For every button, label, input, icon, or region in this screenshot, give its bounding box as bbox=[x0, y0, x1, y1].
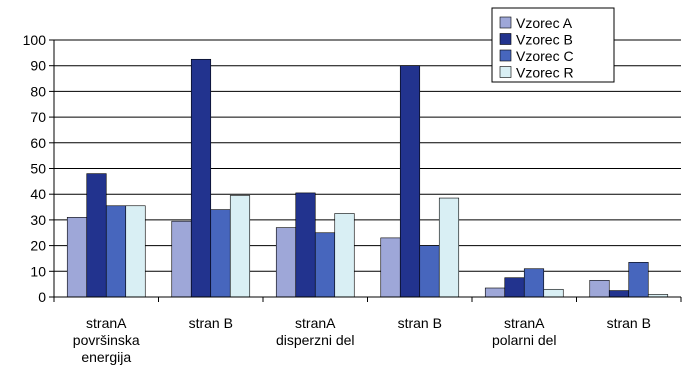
category-label-0-line-2: energija bbox=[81, 349, 131, 365]
bar-vzorec-a-cat-0 bbox=[66, 217, 88, 298]
legend-swatch-vzorec-a bbox=[499, 16, 512, 29]
bar-vzorec-r-cat-2 bbox=[334, 213, 355, 298]
bar-vzorec-c-cat-5 bbox=[628, 262, 649, 298]
y-tick-label-0: 0 bbox=[38, 289, 46, 305]
category-label-3-line-0: stran B bbox=[398, 315, 442, 331]
category-label-0-line-0: stranA bbox=[86, 315, 127, 331]
category-label-2: stranA disperzni del bbox=[276, 315, 355, 348]
bar-vzorec-r-cat-3 bbox=[438, 197, 460, 298]
bar-vzorec-a-cat-3 bbox=[380, 237, 401, 298]
bar-vzorec-c-cat-4 bbox=[523, 268, 545, 298]
legend-label-vzorec-r: Vzorec R bbox=[516, 65, 574, 81]
bar-vzorec-r-cat-1 bbox=[229, 195, 251, 298]
y-tick-label-80: 80 bbox=[30, 83, 46, 99]
y-tick-label-40: 40 bbox=[30, 186, 46, 202]
bar-vzorec-a-cat-4 bbox=[484, 287, 506, 298]
bar-vzorec-b-cat-1 bbox=[190, 58, 212, 298]
bar-vzorec-a-cat-2 bbox=[275, 227, 297, 298]
bar-vzorec-b-cat-2 bbox=[295, 192, 316, 298]
category-label-1: stran B bbox=[189, 315, 233, 331]
y-axis: 0 10 20 30 40 50 60 70 80 90 100 bbox=[23, 32, 55, 305]
category-label-0: stranA površinska energija bbox=[73, 315, 140, 365]
legend-swatch-vzorec-c bbox=[499, 49, 512, 62]
category-label-4-line-1: polarni del bbox=[492, 332, 557, 348]
category-label-2-line-0: stranA bbox=[295, 315, 336, 331]
bar-vzorec-c-cat-2 bbox=[314, 232, 336, 298]
legend-label-vzorec-c: Vzorec C bbox=[516, 48, 574, 64]
y-tick-label-10: 10 bbox=[30, 263, 46, 279]
bar-vzorec-c-cat-0 bbox=[105, 205, 127, 298]
y-tick-label-60: 60 bbox=[30, 135, 46, 151]
category-label-5: stran B bbox=[607, 315, 651, 331]
bar-vzorec-c-cat-3 bbox=[419, 245, 440, 298]
category-label-3: stran B bbox=[398, 315, 442, 331]
bar-vzorec-c-cat-1 bbox=[210, 209, 231, 298]
legend-label-vzorec-a: Vzorec A bbox=[516, 15, 573, 31]
bar-vzorec-r-cat-0 bbox=[125, 205, 146, 298]
bar-vzorec-b-cat-4 bbox=[504, 277, 525, 298]
legend-box bbox=[491, 7, 615, 83]
bar-vzorec-b-cat-3 bbox=[399, 65, 421, 298]
legend-label-vzorec-b: Vzorec B bbox=[516, 32, 573, 48]
category-label-5-line-0: stran B bbox=[607, 315, 651, 331]
category-label-0-line-1: površinska bbox=[73, 332, 140, 348]
y-tick-label-100: 100 bbox=[23, 32, 47, 48]
y-tick-label-70: 70 bbox=[30, 109, 46, 125]
bars bbox=[66, 58, 669, 298]
y-tick-label-30: 30 bbox=[30, 212, 46, 228]
y-tick-label-20: 20 bbox=[30, 238, 46, 254]
y-tick-label-90: 90 bbox=[30, 58, 46, 74]
legend-swatch-vzorec-b bbox=[499, 33, 512, 45]
bar-vzorec-b-cat-5 bbox=[608, 290, 630, 298]
category-label-1-line-0: stran B bbox=[189, 315, 233, 331]
bar-vzorec-a-cat-1 bbox=[171, 220, 192, 298]
y-tick-label-50: 50 bbox=[30, 161, 46, 177]
bar-vzorec-r-cat-4 bbox=[543, 288, 564, 298]
bar-vzorec-b-cat-0 bbox=[86, 173, 107, 298]
category-label-2-line-1: disperzni del bbox=[276, 332, 355, 348]
category-label-4-line-0: stranA bbox=[504, 315, 545, 331]
category-label-4: stranA polarni del bbox=[492, 315, 557, 348]
legend-swatch-vzorec-r bbox=[499, 66, 512, 78]
bar-vzorec-a-cat-5 bbox=[589, 279, 610, 298]
